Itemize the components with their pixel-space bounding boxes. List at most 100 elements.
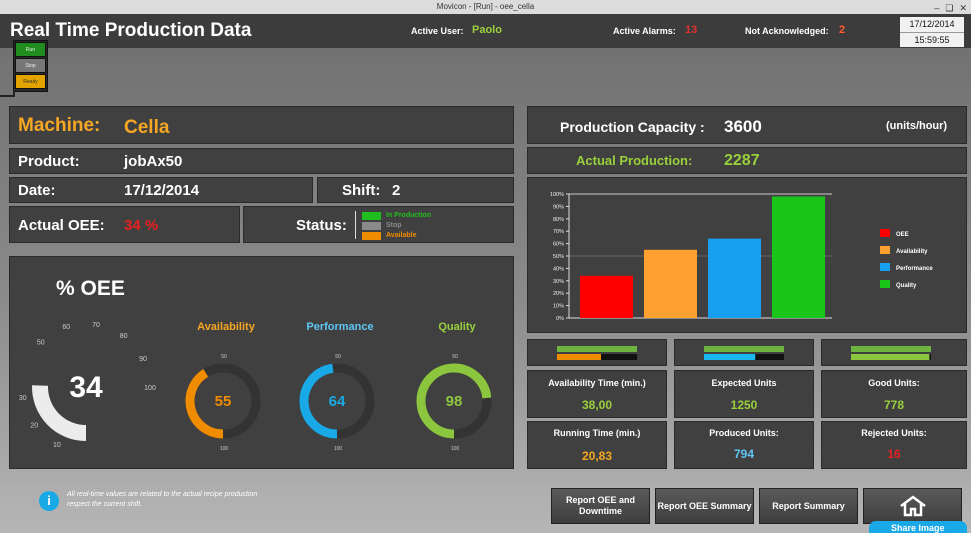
report-summary-button[interactable]: Report Summary xyxy=(759,488,858,524)
status-legend-text: Stop xyxy=(386,222,402,229)
chart-legend-swatch xyxy=(880,263,890,271)
machine-value: Cella xyxy=(124,117,170,138)
active-user-value: Paolo xyxy=(472,24,502,36)
date-value: 17/12/2014 xyxy=(124,182,200,199)
header-time: 15:59:55 xyxy=(900,32,964,47)
progress-panel-3 xyxy=(821,339,967,366)
shift-panel: Shift: 2 xyxy=(317,177,514,203)
status-legend-swatch xyxy=(362,211,381,220)
traffic-light-run: Run xyxy=(15,42,46,57)
good-units-value: 778 xyxy=(883,398,905,412)
expected-units-panel: Expected Units 1250 xyxy=(674,370,814,418)
gauge-title: Performance xyxy=(306,321,373,333)
rejected-units-panel: Rejected Units: 16 xyxy=(821,421,967,469)
main-scale-label: 10 xyxy=(53,442,61,449)
main-scale-label: 70 xyxy=(92,322,100,329)
actual-production-panel: Actual Production: 2287 xyxy=(527,147,967,174)
chart-legend-label: Availability xyxy=(896,249,928,255)
running-time-value: 20,83 xyxy=(581,449,613,463)
active-alarms-value[interactable]: 13 xyxy=(685,24,698,36)
main-scale-label: 100 xyxy=(144,385,156,392)
produced-units-label: Produced Units: xyxy=(709,428,779,438)
rejected-units-value: 16 xyxy=(887,447,901,461)
main-scale-label: 30 xyxy=(19,395,27,402)
gauge-scale-label: 100 xyxy=(451,446,460,452)
date-label: Date: xyxy=(18,182,56,199)
gauge-arc xyxy=(185,369,224,439)
gauge-title: Quality xyxy=(438,321,476,333)
minimize-icon[interactable]: – xyxy=(934,3,940,13)
datetime-box: 17/12/2014 15:59:55 xyxy=(900,17,964,47)
share-image-label: Share Image xyxy=(891,523,945,533)
machine-traffic-light: Run Stop Ready xyxy=(13,40,48,92)
progress-fill-top xyxy=(851,346,931,352)
chart-legend-label: Performance xyxy=(896,266,933,272)
chart-legend-swatch xyxy=(880,229,890,237)
home-button[interactable] xyxy=(863,488,962,524)
connector-line-vertical xyxy=(13,90,15,97)
chart-legend-label: OEE xyxy=(896,232,909,238)
share-image-overlay[interactable]: Share Image xyxy=(869,521,967,533)
status-legend-item: Available xyxy=(362,231,416,240)
running-time-panel: Running Time (min.) 20,83 xyxy=(527,421,667,469)
chart-y-tick-label: 100% xyxy=(550,192,564,198)
availability-time-label: Availability Time (min.) xyxy=(548,378,646,388)
report-oee-summary-button[interactable]: Report OEE Summary xyxy=(655,488,754,524)
produced-units-panel: Produced Units: 794 xyxy=(674,421,814,469)
close-icon[interactable]: ✕ xyxy=(959,3,967,13)
traffic-light-ready: Ready xyxy=(15,74,46,89)
gauge-value: 98 xyxy=(446,393,463,410)
progress-fill-bottom xyxy=(557,354,601,360)
traffic-light-stop: Stop xyxy=(15,58,46,73)
machine-label: Machine: xyxy=(18,115,101,136)
availability-time-value: 38,00 xyxy=(581,398,613,412)
gauge-arc xyxy=(299,363,338,439)
product-panel: Product: jobAx50 xyxy=(9,148,514,174)
capacity-value: 3600 xyxy=(724,117,762,136)
progress-bar-availability xyxy=(557,346,637,360)
actual-production-value: 2287 xyxy=(724,152,760,169)
gauge-title: Availability xyxy=(197,321,256,333)
shift-value: 2 xyxy=(392,182,401,199)
chart-legend-swatch xyxy=(880,280,890,288)
progress-fill-top xyxy=(557,346,637,352)
main-oee-arc xyxy=(32,385,87,441)
gauge-value: 55 xyxy=(215,393,232,410)
status-legend-item: In Production xyxy=(362,211,431,220)
chart-legend-swatch xyxy=(880,246,890,254)
progress-fill-bottom xyxy=(704,354,756,360)
status-legend-text: Available xyxy=(386,232,417,239)
status-label: Status: xyxy=(296,217,347,234)
chart-bar xyxy=(772,196,825,318)
main-scale-label: 90 xyxy=(139,356,147,363)
progress-fill-bottom xyxy=(851,354,930,360)
product-value: jobAx50 xyxy=(124,153,183,170)
info-icon: i xyxy=(39,491,59,511)
status-legend-swatch xyxy=(362,221,381,230)
product-label: Product: xyxy=(18,153,80,170)
rejected-units-label: Rejected Units: xyxy=(861,428,927,438)
header-date: 17/12/2014 xyxy=(909,19,955,29)
window-titlebar: Movicon - [Run] - oee_cella – ❏ ✕ xyxy=(0,0,971,14)
chart-y-tick-label: 70% xyxy=(553,229,564,235)
oee-bar-chart-panel: 0% 10% 20% 30% 40% 50% 60% 70% 80% 90% 100% OEE Avai… xyxy=(527,177,967,333)
capacity-label: Production Capacity : xyxy=(560,119,705,135)
not-ack-value[interactable]: 2 xyxy=(839,24,846,36)
produced-units-value: 794 xyxy=(733,447,755,461)
expected-units-value: 1250 xyxy=(730,398,758,412)
gauge-arc xyxy=(416,363,492,439)
status-legend-swatch xyxy=(362,231,381,240)
good-units-panel: Good Units: 778 xyxy=(821,370,967,418)
capacity-panel: Production Capacity : 3600 (units/hour) xyxy=(527,106,967,144)
shift-label: Shift: xyxy=(342,182,381,199)
progress-bar-performance xyxy=(704,346,784,360)
good-units-label: Good Units: xyxy=(868,378,920,388)
page-title: Real Time Production Data xyxy=(10,20,252,41)
chart-y-tick-label: 10% xyxy=(553,304,564,310)
actual-production-label: Actual Production: xyxy=(576,153,693,168)
info-note: All real-time values are related to the … xyxy=(67,491,258,508)
gauge-scale-label: 100 xyxy=(334,446,343,452)
status-legend-item: Stop xyxy=(362,221,402,230)
restore-icon[interactable]: ❏ xyxy=(945,3,954,13)
report-oee-downtime-button[interactable]: Report OEE and Downtime xyxy=(551,488,650,524)
